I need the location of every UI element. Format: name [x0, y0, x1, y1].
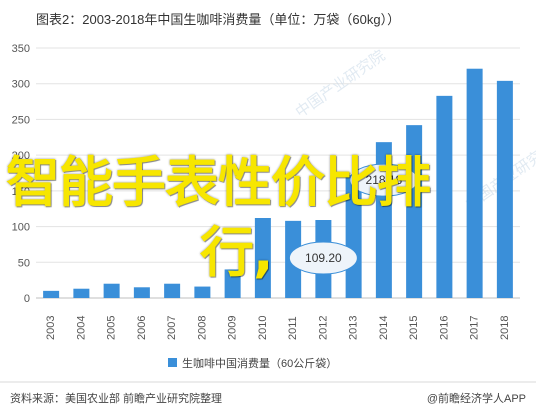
y-tick-label: 350: [12, 43, 30, 55]
bar-2010: [254, 218, 271, 298]
x-tick-label: 2009: [227, 316, 239, 340]
bar-2016: [436, 95, 453, 298]
data-label: 109.20: [305, 251, 342, 265]
y-tick-label: 300: [12, 79, 30, 91]
legend-label: 生咖啡中国消费量（60公斤袋）: [182, 356, 337, 370]
data-label-bubble: [288, 241, 358, 275]
chart-title: 图表2：2003-2018年中国生咖啡消费量（单位：万袋（60kg））: [36, 12, 400, 27]
x-tick-label: 2010: [257, 316, 269, 340]
x-tick-label: 2011: [287, 316, 299, 340]
bars: [43, 68, 513, 299]
x-tick-label: 2005: [106, 316, 118, 340]
y-tick-label: 250: [12, 114, 30, 126]
bar-2015: [406, 125, 423, 299]
data-labels: 109.20 218.18: [288, 163, 419, 275]
y-tick-label: 50: [18, 257, 30, 269]
x-tick-label: 2014: [378, 316, 390, 340]
x-tick-label: 2018: [499, 316, 511, 340]
x-tick-label: 2013: [348, 316, 360, 340]
y-tick-label: 150: [12, 186, 30, 198]
y-tick-label: 100: [12, 222, 30, 234]
bar-2009: [224, 269, 241, 298]
bar-2004: [73, 288, 90, 298]
x-tick-label: 2015: [408, 316, 420, 340]
overlay-headline-continued: 行,: [200, 221, 274, 284]
y-axis: 0 50 100 150 200 250 300 350: [12, 43, 30, 305]
x-tick-label: 2008: [196, 316, 208, 340]
legend-swatch: [168, 358, 177, 367]
bar-2008: [194, 286, 211, 298]
x-tick-label: 2012: [317, 316, 329, 340]
brand-text: @前瞻经济学人APP: [427, 391, 526, 405]
x-tick-label: 2003: [45, 316, 57, 340]
data-label-bubble: [349, 163, 419, 197]
x-tick-label: 2016: [438, 316, 450, 340]
x-tick-label: 2017: [469, 316, 481, 340]
source-text: 资料来源：美国农业部 前瞻产业研究院整理: [10, 391, 222, 405]
y-tick-label: 0: [24, 293, 30, 305]
bar-2017: [466, 68, 483, 298]
bar-2007: [164, 283, 181, 298]
data-label: 218.18: [366, 173, 403, 187]
legend: 生咖啡中国消费量（60公斤袋）: [168, 356, 337, 370]
x-axis: 2003 2004 2005 2006 2007 2008 2009 2010 2011 2012…: [45, 316, 511, 340]
bar-2006: [133, 287, 150, 298]
bar-2003: [43, 290, 60, 298]
bar-2005: [103, 283, 120, 298]
bar-2018: [496, 80, 513, 298]
y-tick-label: 200: [12, 150, 30, 162]
x-tick-label: 2006: [136, 316, 148, 340]
overlay-headline: 智能手表性价比排: [6, 151, 431, 214]
x-tick-label: 2004: [75, 316, 87, 340]
x-tick-label: 2007: [166, 316, 178, 340]
